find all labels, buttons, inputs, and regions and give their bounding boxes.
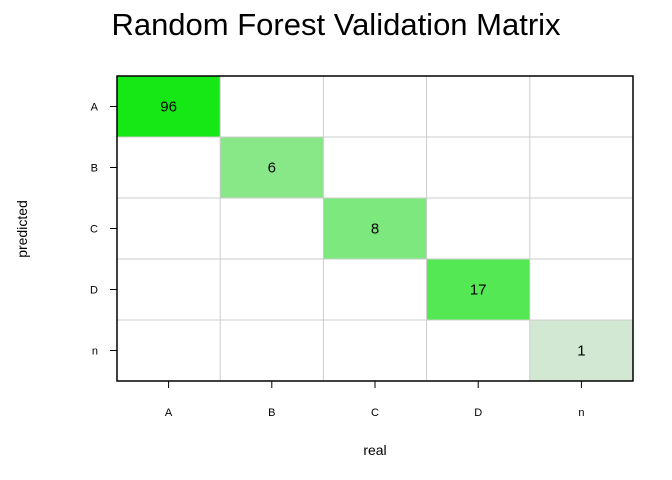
cell-B-C bbox=[323, 137, 427, 198]
cell-value-D-D: 17 bbox=[470, 282, 487, 299]
y-axis-label: predicted bbox=[14, 200, 30, 258]
cell-C-A bbox=[117, 198, 221, 259]
cell-n-B bbox=[220, 320, 324, 381]
cell-D-B bbox=[220, 259, 324, 320]
cell-C-n bbox=[529, 198, 633, 259]
cell-value-A-A: 96 bbox=[160, 99, 177, 116]
cell-C-B bbox=[220, 198, 324, 259]
y-tick-label: A bbox=[91, 102, 99, 114]
cell-B-B bbox=[220, 137, 324, 198]
cell-D-C bbox=[323, 259, 427, 320]
grid-layer bbox=[117, 76, 633, 381]
x-tick-label: C bbox=[371, 407, 379, 419]
cell-B-D bbox=[426, 137, 530, 198]
cells-layer bbox=[117, 76, 633, 381]
cell-value-C-C: 8 bbox=[371, 221, 379, 238]
x-tick-label: A bbox=[165, 407, 173, 419]
cell-n-D bbox=[426, 320, 530, 381]
cell-A-C bbox=[323, 76, 427, 137]
cell-D-n bbox=[529, 259, 633, 320]
y-tick-label: n bbox=[92, 346, 98, 358]
cell-A-A bbox=[117, 76, 221, 137]
x-tick-label: B bbox=[268, 407, 275, 419]
cell-C-C bbox=[323, 198, 427, 259]
cell-n-C bbox=[323, 320, 427, 381]
cell-value-n-n: 1 bbox=[577, 343, 585, 360]
y-axis: A B C Dn bbox=[90, 102, 117, 358]
cell-A-B bbox=[220, 76, 324, 137]
cell-n-A bbox=[117, 320, 221, 381]
y-tick-label: B bbox=[91, 163, 98, 175]
x-axis-label: real bbox=[363, 442, 386, 458]
cell-value-B-B: 6 bbox=[268, 160, 276, 177]
cell-B-A bbox=[117, 137, 221, 198]
cell-A-n bbox=[529, 76, 633, 137]
cell-D-D bbox=[426, 259, 530, 320]
cell-D-A bbox=[117, 259, 221, 320]
y-tick-label: C bbox=[90, 224, 98, 236]
x-tick-label: D bbox=[474, 407, 482, 419]
cell-labels-layer: 96 6 8 17 1 bbox=[160, 99, 585, 360]
chart-title: Random Forest Validation Matrix bbox=[111, 7, 561, 42]
cell-B-n bbox=[529, 137, 633, 198]
x-tick-label: n bbox=[578, 407, 584, 419]
y-tick-label: D bbox=[90, 285, 98, 297]
cell-C-D bbox=[426, 198, 530, 259]
cell-n-n bbox=[529, 320, 633, 381]
cell-A-D bbox=[426, 76, 530, 137]
